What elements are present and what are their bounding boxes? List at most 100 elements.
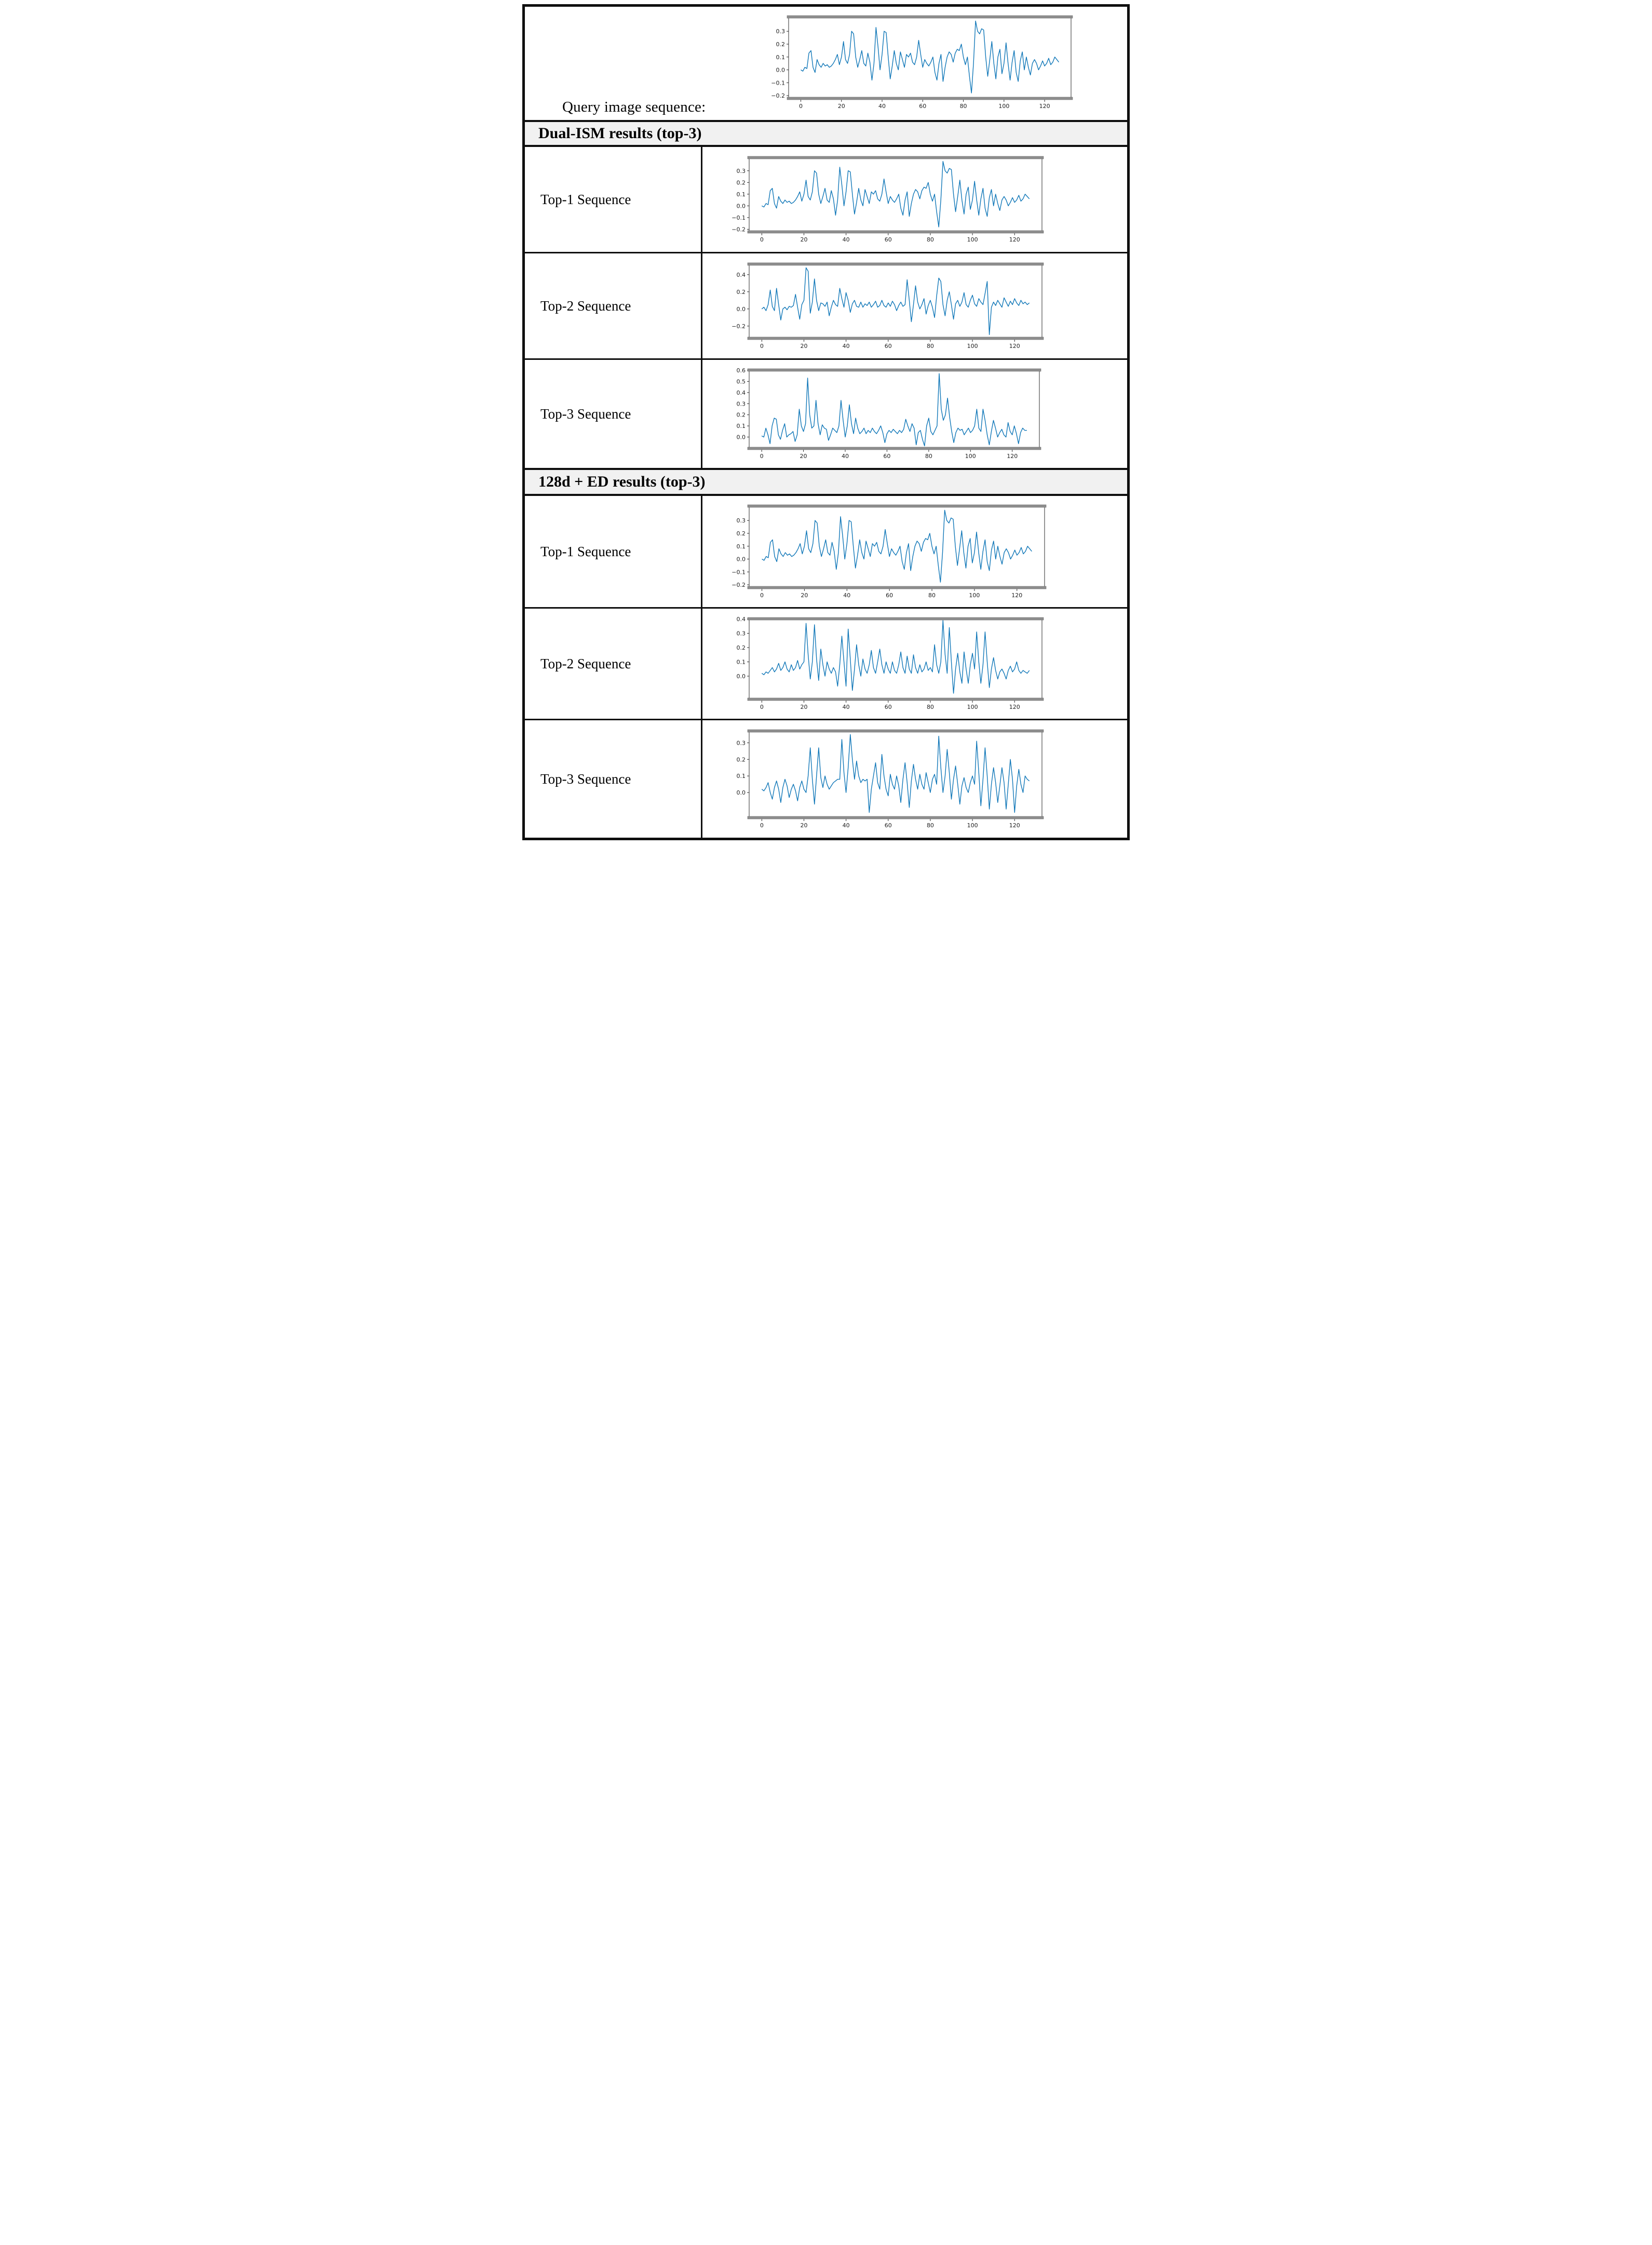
svg-text:20: 20 (800, 704, 807, 710)
svg-text:0: 0 (799, 103, 803, 110)
svg-text:100: 100 (965, 453, 976, 460)
svg-text:0: 0 (760, 453, 764, 460)
svg-text:60: 60 (885, 704, 892, 710)
section-header-dual-ism-text: Dual-ISM results (top-3) (538, 125, 702, 142)
svg-text:0.1: 0.1 (737, 659, 746, 666)
svg-text:0.2: 0.2 (737, 644, 746, 651)
svg-text:0.0: 0.0 (776, 67, 786, 74)
svg-text:−0.2: −0.2 (771, 92, 785, 99)
dual-ism-top3-row: Top-3 Sequence 0 20 40 60 80 100 120 0.6 0.5 0.4 0… (525, 360, 1127, 470)
svg-text:80: 80 (927, 343, 934, 349)
ed-top3-label: Top-3 Sequence (525, 720, 702, 838)
svg-text:0: 0 (760, 704, 764, 710)
svg-text:20: 20 (800, 453, 807, 460)
svg-text:0.3: 0.3 (737, 517, 746, 524)
dual-ism-top1-chart-cell: 0 20 40 60 80 100 120 0.3 0.2 0.1 0.0 −0.1 −0.2 (702, 147, 1127, 252)
svg-text:40: 40 (843, 704, 850, 710)
svg-text:40: 40 (842, 453, 849, 460)
svg-text:100: 100 (967, 343, 978, 349)
dual-ism-top2-chart: 0 20 40 60 80 100 120 0.4 0.2 0.0 −0.2 (725, 258, 1047, 354)
ed-top2-chart: 0 20 40 60 80 100 120 0.4 0.3 0.2 0.1 0.0 (725, 613, 1047, 715)
dual-ism-top3-chart: 0 20 40 60 80 100 120 0.6 0.5 0.4 0.3 0.2 0.1 0.0 (725, 364, 1045, 464)
ed-top3-chart-cell: 0 20 40 60 80 100 120 0.3 0.2 0.1 0.0 (702, 720, 1127, 838)
svg-text:0.6: 0.6 (737, 367, 746, 374)
svg-text:20: 20 (800, 822, 807, 829)
svg-text:20: 20 (800, 343, 807, 349)
section-header-128d-ed: 128d + ED results (top-3) (525, 470, 1127, 496)
query-sequence-chart: 0 20 40 60 80 100 120 0.3 0.2 0.1 0.0 −0.1 −0.2 (765, 11, 1076, 114)
query-row: 0 20 40 60 80 100 120 0.3 0.2 0.1 0.0 −0.1 −0.2 Quer… (525, 7, 1127, 122)
ed-top3-chart: 0 20 40 60 80 100 120 0.3 0.2 0.1 0.0 (725, 725, 1047, 833)
svg-text:40: 40 (843, 822, 850, 829)
svg-text:0.4: 0.4 (737, 616, 746, 623)
svg-text:0.0: 0.0 (737, 556, 746, 563)
svg-text:60: 60 (919, 103, 926, 110)
svg-text:0.2: 0.2 (737, 412, 746, 419)
svg-text:−0.1: −0.1 (771, 79, 785, 86)
svg-text:80: 80 (960, 103, 967, 110)
svg-text:120: 120 (1009, 822, 1020, 829)
svg-text:80: 80 (925, 453, 932, 460)
row-label-text: Top-2 Sequence (540, 298, 631, 314)
svg-text:120: 120 (1009, 343, 1020, 349)
svg-text:0.1: 0.1 (737, 773, 746, 779)
svg-text:20: 20 (801, 592, 808, 599)
svg-text:0: 0 (760, 236, 764, 243)
svg-text:40: 40 (878, 103, 886, 110)
results-table: 0 20 40 60 80 100 120 0.3 0.2 0.1 0.0 −0.1 −0.2 Quer… (522, 4, 1130, 840)
svg-text:0.0: 0.0 (737, 203, 746, 209)
svg-text:100: 100 (967, 822, 978, 829)
dual-ism-top2-label: Top-2 Sequence (525, 253, 702, 358)
svg-text:60: 60 (886, 592, 893, 599)
row-label-text: Top-3 Sequence (540, 771, 631, 787)
svg-text:0.1: 0.1 (737, 543, 746, 550)
svg-text:120: 120 (1011, 592, 1022, 599)
svg-text:0: 0 (760, 822, 764, 829)
dual-ism-top3-chart-cell: 0 20 40 60 80 100 120 0.6 0.5 0.4 0.3 0.2 0.1 0.0 (702, 360, 1127, 468)
svg-text:0.3: 0.3 (737, 168, 746, 174)
dual-ism-top2-row: Top-2 Sequence 0 20 40 60 80 100 120 0.4 0.2 0.0 −… (525, 253, 1127, 360)
svg-text:0.2: 0.2 (737, 179, 746, 186)
svg-text:80: 80 (927, 704, 934, 710)
svg-text:−0.2: −0.2 (732, 226, 746, 233)
svg-text:0.1: 0.1 (776, 54, 786, 61)
ed-top2-chart-cell: 0 20 40 60 80 100 120 0.4 0.3 0.2 0.1 0.0 (702, 609, 1127, 719)
svg-text:0.5: 0.5 (737, 378, 746, 385)
ed-top1-label: Top-1 Sequence (525, 496, 702, 607)
dual-ism-top1-chart: 0 20 40 60 80 100 120 0.3 0.2 0.1 0.0 −0.1 −0.2 (725, 152, 1047, 247)
svg-text:20: 20 (800, 236, 807, 243)
svg-text:60: 60 (885, 343, 892, 349)
svg-text:0: 0 (760, 343, 764, 349)
svg-text:100: 100 (967, 236, 978, 243)
svg-text:40: 40 (843, 592, 850, 599)
svg-text:80: 80 (928, 592, 936, 599)
ed-top1-chart-cell: 0 20 40 60 80 100 120 0.3 0.2 0.1 0.0 −0.1 −0.2 (702, 496, 1127, 607)
dual-ism-top1-label: Top-1 Sequence (525, 147, 702, 252)
svg-text:100: 100 (967, 704, 978, 710)
svg-text:0.4: 0.4 (737, 272, 746, 278)
svg-text:120: 120 (1009, 236, 1020, 243)
svg-text:0.2: 0.2 (737, 756, 746, 763)
row-label-text: Top-1 Sequence (540, 543, 631, 559)
svg-text:120: 120 (1007, 453, 1018, 460)
svg-text:0.3: 0.3 (776, 28, 786, 35)
ed-top1-row: Top-1 Sequence 0 20 40 60 80 100 120 0.3 0.2 0.1 0… (525, 496, 1127, 609)
svg-text:−0.1: −0.1 (732, 214, 746, 221)
svg-text:80: 80 (927, 236, 934, 243)
svg-text:−0.1: −0.1 (732, 569, 746, 575)
svg-text:0.2: 0.2 (737, 530, 746, 537)
svg-text:0: 0 (760, 592, 764, 599)
svg-text:0.0: 0.0 (737, 673, 746, 680)
svg-text:0.3: 0.3 (737, 740, 746, 746)
row-label-text: Top-2 Sequence (540, 655, 631, 671)
svg-text:0.1: 0.1 (737, 423, 746, 429)
svg-text:−0.2: −0.2 (732, 582, 746, 588)
svg-text:60: 60 (885, 236, 892, 243)
svg-text:80: 80 (927, 822, 934, 829)
dual-ism-top1-row: Top-1 Sequence 0 20 40 60 80 100 120 0.3 0.2 0.1 0… (525, 147, 1127, 253)
section-header-128d-ed-text: 128d + ED results (top-3) (538, 473, 706, 490)
svg-text:100: 100 (969, 592, 980, 599)
svg-text:0.2: 0.2 (776, 41, 786, 48)
svg-text:40: 40 (843, 236, 850, 243)
ed-top2-row: Top-2 Sequence 0 20 40 60 80 100 120 0.4 0.3 0.2 0… (525, 609, 1127, 720)
